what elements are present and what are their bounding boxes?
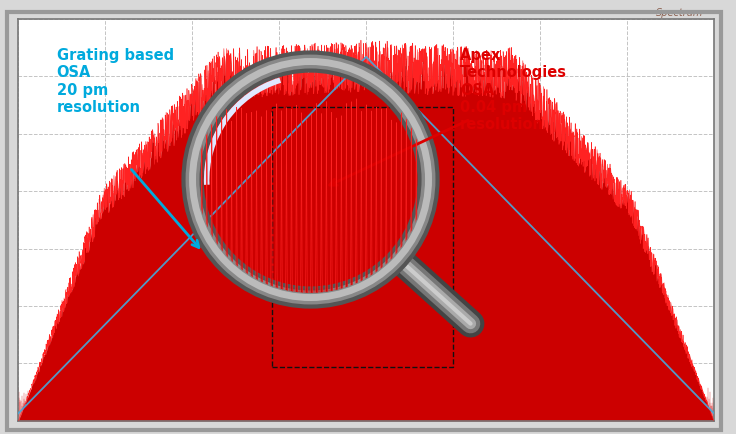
Text: Spectrum: Spectrum: [656, 7, 704, 17]
Text: Apex
Technologies
OSA
0.04 pm
resolution: Apex Technologies OSA 0.04 pm resolution: [460, 48, 567, 132]
Bar: [272, 108, 453, 368]
Text: Grating based
OSA
20 pm
resolution: Grating based OSA 20 pm resolution: [57, 48, 174, 115]
